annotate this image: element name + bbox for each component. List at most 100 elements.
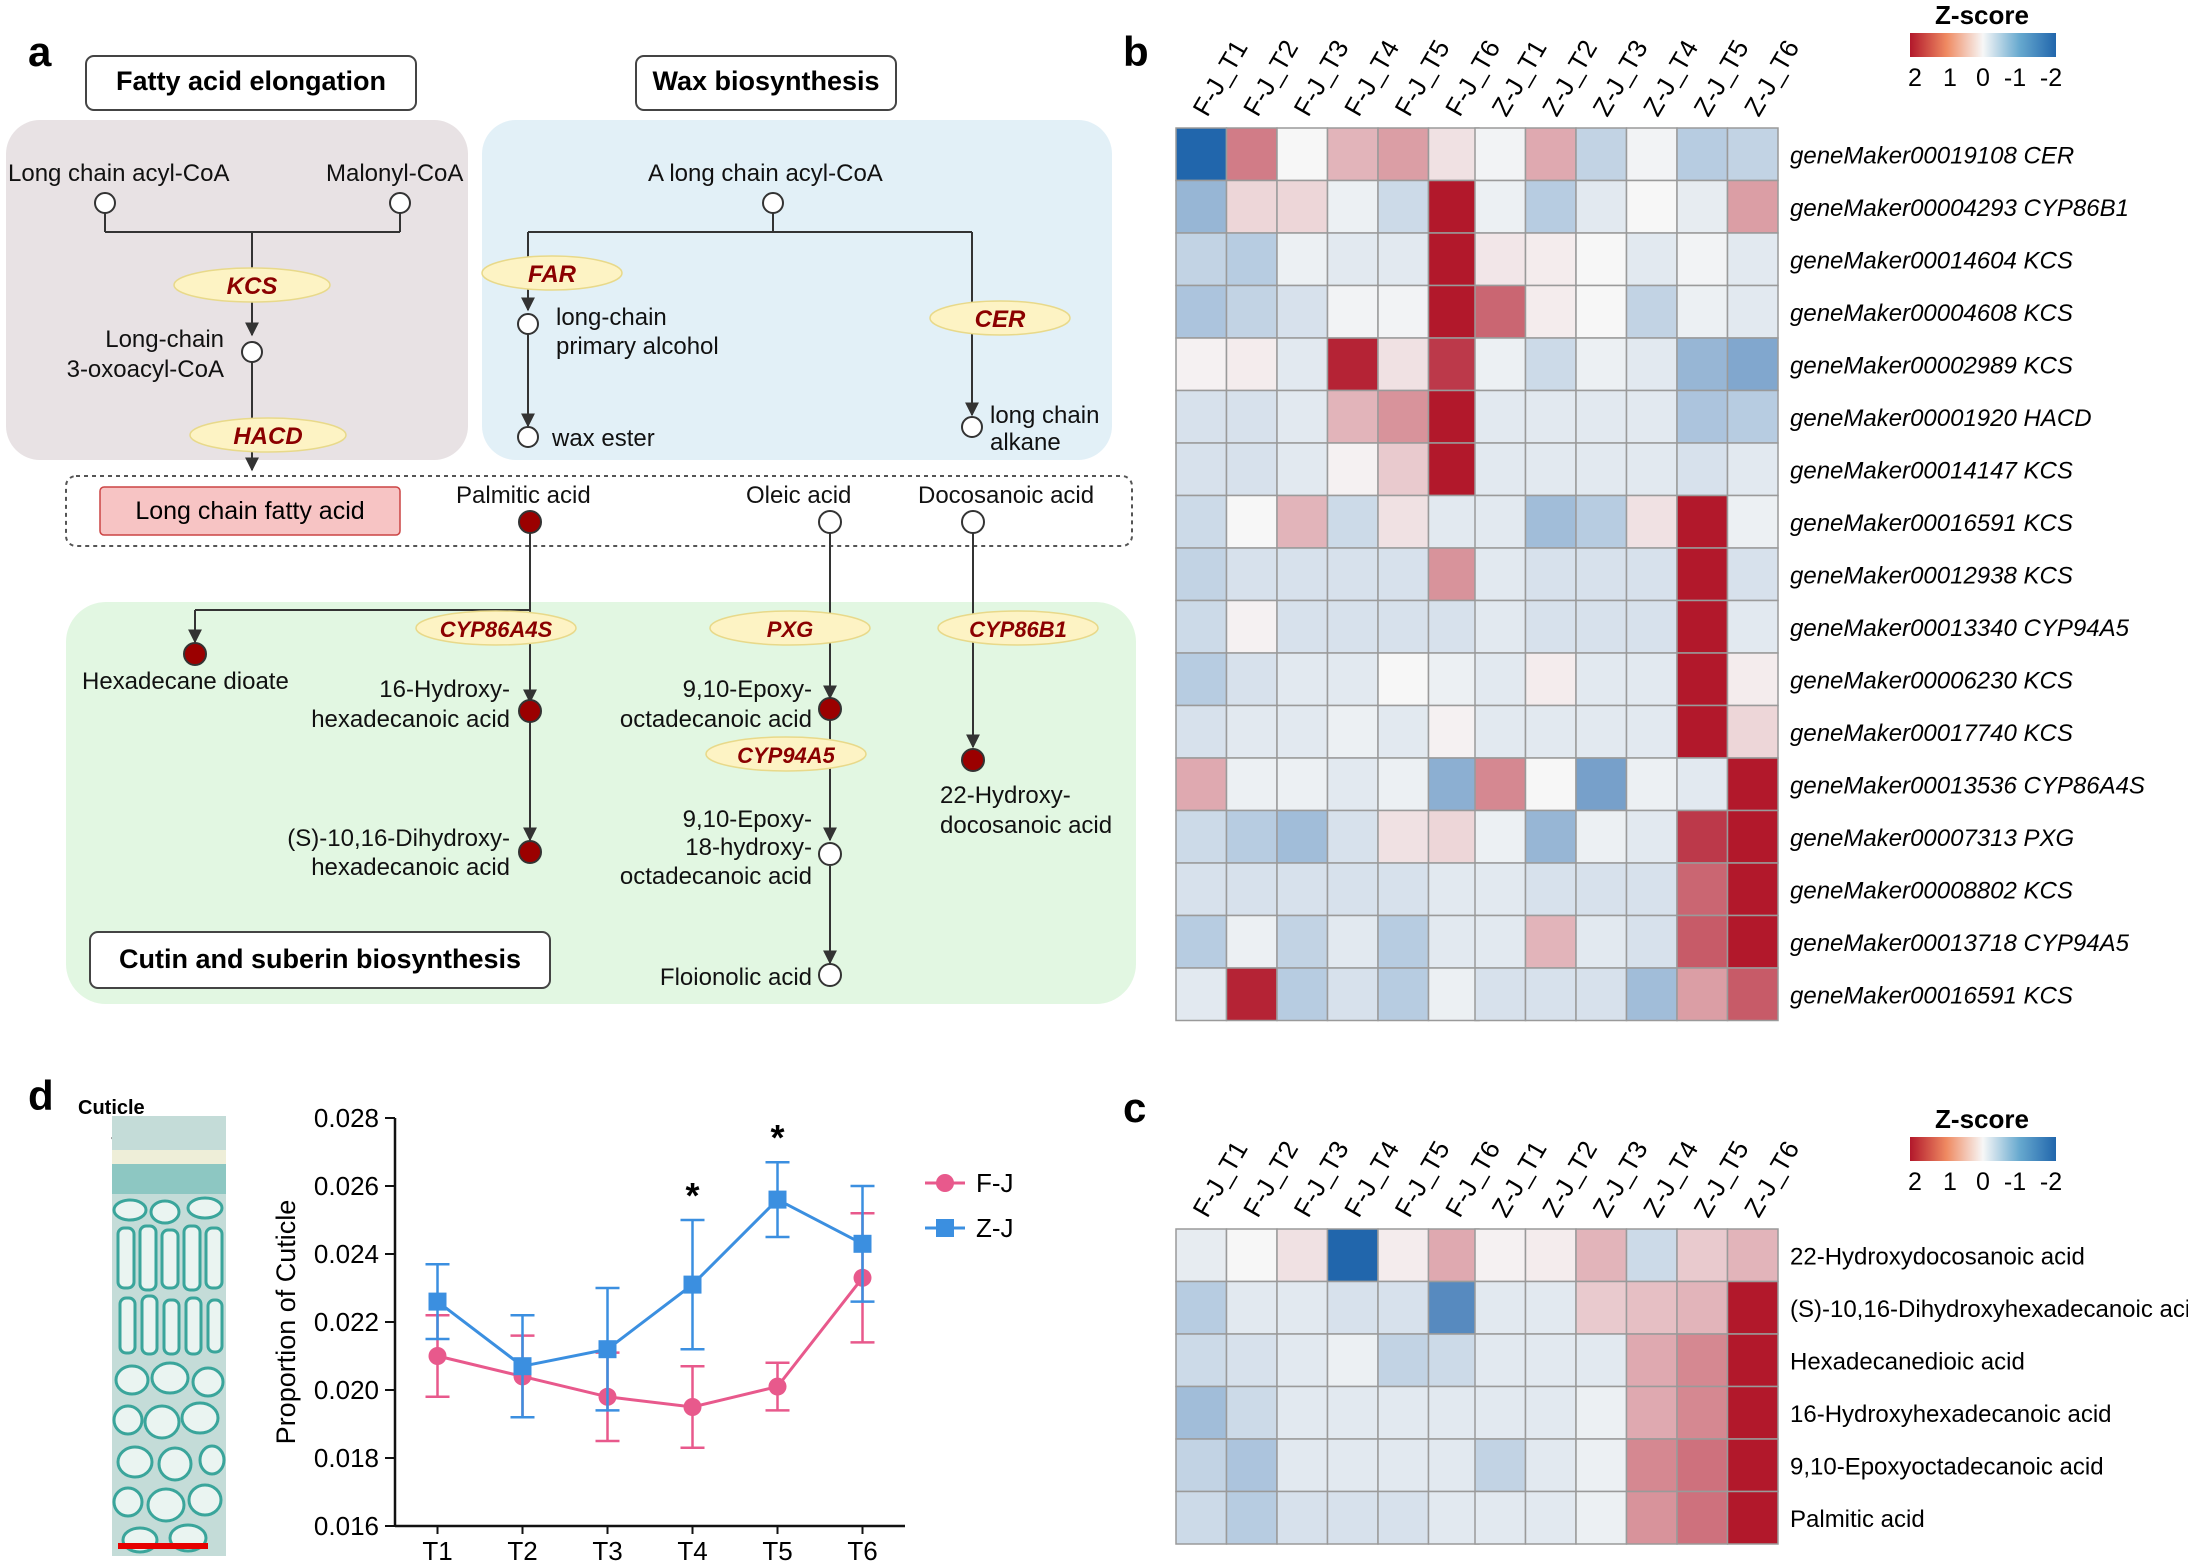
heatmap-c-cell-r4-c12 [1726, 1385, 1779, 1440]
panel-letter-d: d [28, 1072, 54, 1119]
heatmap-b-cell-r3-c2 [1225, 232, 1278, 287]
heatmap-b-cell-r14-c6 [1427, 809, 1480, 864]
node-a-long-chain-acyl-coa [762, 192, 784, 214]
heatmap-c-cell-r5-c4 [1326, 1438, 1379, 1493]
heatmap-b-cell-r9-c12 [1726, 547, 1779, 602]
heatmap-b-cell-r12-c4 [1326, 704, 1379, 759]
heatmap-c-cell-r3-c12 [1726, 1333, 1779, 1388]
heatmap-b-cell-r9-c1 [1175, 547, 1228, 602]
line-chart: 0.016 0.018 0.020 0.022 0.024 0.026 0.028 T1 T2 T… [271, 1103, 1014, 1561]
legend-c-tick-1: 2 [1908, 1168, 1922, 1196]
heatmap-c-cell-r4-c9 [1575, 1385, 1628, 1440]
label-long-chain-3oxo-1: Long-chain [105, 326, 224, 353]
heatmap-b-cell-r5-c10 [1625, 337, 1678, 392]
heatmap-b-cell-r7-c11 [1676, 442, 1729, 497]
heatmap-c-cell-r1-c2 [1225, 1228, 1278, 1283]
node-22-hydroxy [961, 748, 985, 772]
heatmap-b-cell-r13-c3 [1276, 757, 1329, 812]
heatmap-b-row-label: geneMaker00001920 HACD [1790, 405, 2092, 432]
heatmap-b-cell-r16-c11 [1676, 914, 1729, 969]
y-tick-label: 0.028 [314, 1103, 379, 1133]
heatmap-b-cell-r15-c12 [1726, 862, 1779, 917]
heatmap-c-cell-r3-c11 [1676, 1333, 1729, 1388]
heatmap-c-cell-r4-c4 [1326, 1385, 1379, 1440]
legend-c-title: Z-score [1935, 1104, 2029, 1134]
heatmap-c-cell-r3-c9 [1575, 1333, 1628, 1388]
heatmap-b-cell-r6-c2 [1225, 389, 1278, 444]
heatmap-c-cell-r1-c3 [1276, 1228, 1329, 1283]
node-hexadecane-dioate [183, 642, 207, 666]
cutin-title: Cutin and suberin biosynthesis [119, 944, 521, 974]
heatmap-b-cell-r4-c1 [1175, 284, 1228, 339]
y-tick-label: 0.016 [314, 1511, 379, 1541]
heatmap-b-cell-r10-c2 [1225, 599, 1278, 654]
heatmap-b-cell-r3-c3 [1276, 232, 1329, 287]
heatmap-c-row-label: Palmitic acid [1790, 1506, 1925, 1533]
heatmap-c-cell-r2-c6 [1427, 1280, 1480, 1335]
enzymes: KCS HACD FAR CER CYP86A4S PXG CYP86B1 CY… [173, 255, 1099, 772]
heatmap-b-cell-r4-c3 [1276, 284, 1329, 339]
heatmap-c-cell-r5-c8 [1524, 1438, 1577, 1493]
heatmap-c-cell-r3-c10 [1625, 1333, 1678, 1388]
label-dihydroxy-2: hexadecanoic acid [311, 854, 510, 881]
heatmap-b-cell-r6-c9 [1575, 389, 1628, 444]
legend-b-tick-4: -1 [2004, 64, 2026, 92]
heatmap-c-cell-r2-c8 [1524, 1280, 1577, 1335]
heatmap-c-cell-r1-c1 [1175, 1228, 1228, 1283]
heatmap-b-cell-r1-c6 [1427, 127, 1480, 182]
data-point [428, 1292, 447, 1311]
data-point [683, 1275, 702, 1294]
heatmap-b-cell-r11-c8 [1524, 652, 1577, 707]
heatmap-c-cell-r4-c6 [1427, 1385, 1480, 1440]
data-point [513, 1357, 532, 1376]
heatmap-c-cell-r5-c11 [1676, 1438, 1729, 1493]
heatmap-b-cell-r7-c2 [1225, 442, 1278, 497]
heatmap-b-cell-r11-c10 [1625, 652, 1678, 707]
heatmap-b-row-label: geneMaker00002989 KCS [1790, 352, 2073, 379]
heatmap-b-cell-r12-c12 [1726, 704, 1779, 759]
node-docosanoic-acid [961, 510, 985, 534]
heatmap-c-cell-r3-c6 [1427, 1333, 1480, 1388]
heatmap-b-cell-r16-c3 [1276, 914, 1329, 969]
wax-biosynthesis-box [635, 55, 897, 111]
heatmap-b-row-label: geneMaker00004293 CYP86B1 [1790, 195, 2129, 222]
heatmap-b-cell-r9-c9 [1575, 547, 1628, 602]
label-alkane-2: alkane [990, 429, 1061, 456]
x-tick-label: T2 [507, 1536, 537, 1561]
heatmap-b-cell-r4-c4 [1326, 284, 1379, 339]
heatmap-b-cell-r7-c4 [1326, 442, 1379, 497]
heatmap-b-cell-r13-c4 [1326, 757, 1379, 812]
cutin-box [89, 931, 551, 989]
heatmap-b-cell-r5-c9 [1575, 337, 1628, 392]
heatmap-b-cell-r9-c7 [1474, 547, 1527, 602]
label-malonyl-coa: Malonyl-CoA [326, 160, 463, 187]
heatmap-b-cell-r5-c6 [1427, 337, 1480, 392]
y-tick-label: 0.026 [314, 1171, 379, 1201]
heatmap-c-row-label: 9,10-Epoxyoctadecanoic acid [1790, 1453, 2104, 1480]
legend-label: Z-J [976, 1213, 1014, 1243]
node-oleic-acid [818, 510, 842, 534]
heatmap-b-cell-r12-c6 [1427, 704, 1480, 759]
heatmap-b-cell-r14-c11 [1676, 809, 1729, 864]
heatmap-c-cell-r3-c3 [1276, 1333, 1329, 1388]
legend-c-tick-4: -1 [2004, 1168, 2026, 1196]
x-tick-label: T1 [422, 1536, 452, 1561]
heatmap-b-cell-r5-c4 [1326, 337, 1379, 392]
heatmap-b-cell-r8-c3 [1276, 494, 1329, 549]
heatmap-b-cell-r17-c5 [1377, 967, 1430, 1022]
heatmap-b-row-label: geneMaker00004608 KCS [1790, 300, 2073, 327]
heatmap-b-cell-r1-c8 [1524, 127, 1577, 182]
heatmap-b-cell-r4-c5 [1377, 284, 1430, 339]
heatmap-c-cell-r5-c3 [1276, 1438, 1329, 1493]
enzyme-pxg: PXG [767, 617, 813, 642]
heatmap-b-cell-r8-c7 [1474, 494, 1527, 549]
heatmap-b-cell-r2-c12 [1726, 179, 1779, 234]
node-16-hydroxy [518, 699, 542, 723]
heatmap-b: geneMaker00019108 CER geneMaker00004293 C… [1175, 35, 2145, 1022]
heatmap-c-cell-r5-c2 [1225, 1438, 1278, 1493]
heatmap-b-cell-r15-c1 [1175, 862, 1228, 917]
label-long-chain-acyl-coa: Long chain acyl-CoA [8, 160, 229, 187]
heatmap-c-cell-r2-c5 [1377, 1280, 1430, 1335]
heatmap-c-cell-r2-c10 [1625, 1280, 1678, 1335]
heatmap-b-cell-r13-c5 [1377, 757, 1430, 812]
